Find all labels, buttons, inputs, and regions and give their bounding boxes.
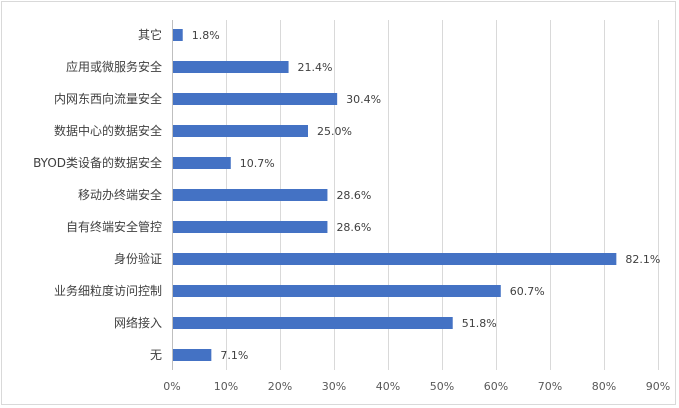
data-label: 1.8% [192, 29, 220, 42]
data-label: 7.1% [220, 349, 248, 362]
data-label: 28.6% [336, 189, 371, 202]
bar [173, 157, 231, 169]
category-label: 移动办终端安全 [78, 187, 162, 202]
data-label: 30.4% [346, 93, 381, 106]
category-label: 内网东西向流量安全 [54, 91, 162, 106]
bar [173, 189, 328, 201]
gridlines [172, 20, 659, 370]
x-tick-label: 20% [268, 380, 292, 393]
x-tick-label: 90% [646, 380, 670, 393]
data-label: 21.4% [298, 61, 333, 74]
x-tick-label: 0% [163, 380, 180, 393]
category-label: 其它 [138, 27, 162, 42]
x-tick-label: 40% [376, 380, 400, 393]
category-label: 无 [150, 348, 162, 362]
x-tick-labels: 0% 10% 20% 30% 40% 50% 60% 70% 80% 90% [163, 380, 670, 393]
category-label: BYOD类设备的数据安全 [33, 155, 162, 170]
x-tick-label: 10% [214, 380, 238, 393]
bar [173, 221, 328, 233]
bars [173, 29, 617, 361]
x-tick-label: 50% [430, 380, 454, 393]
bar [173, 349, 212, 361]
category-label: 业务细粒度访问控制 [54, 283, 162, 298]
x-tick-label: 60% [484, 380, 508, 393]
bar [173, 285, 501, 297]
data-label: 51.8% [462, 317, 497, 330]
bar [173, 29, 183, 41]
data-label: 82.1% [625, 253, 660, 266]
bar [173, 253, 617, 265]
data-label: 10.7% [240, 157, 275, 170]
category-label: 应用或微服务安全 [66, 59, 162, 74]
bar [173, 125, 308, 137]
bar [173, 93, 338, 105]
category-label: 自有终端安全管控 [66, 219, 162, 234]
x-tick-label: 30% [322, 380, 346, 393]
category-label: 身份验证 [114, 251, 162, 266]
category-label: 网络接入 [114, 315, 162, 330]
category-label: 数据中心的数据安全 [54, 123, 162, 138]
data-label: 25.0% [317, 125, 352, 138]
bar [173, 61, 289, 73]
x-tick-label: 80% [592, 380, 616, 393]
data-labels: 1.8% 21.4% 30.4% 25.0% 10.7% 28.6% 28.6% 82.1% 6… [192, 29, 661, 362]
bar [173, 317, 453, 329]
x-tick-label: 70% [538, 380, 562, 393]
data-label: 60.7% [510, 285, 545, 298]
data-label: 28.6% [336, 221, 371, 234]
